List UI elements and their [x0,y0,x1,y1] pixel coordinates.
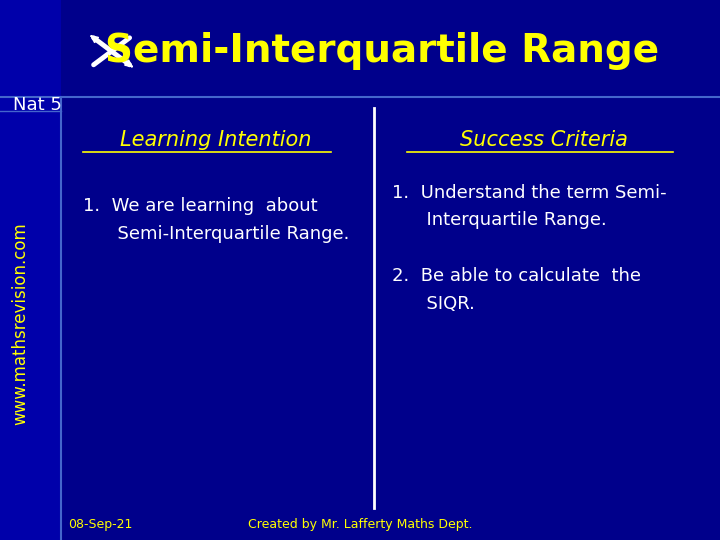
Bar [0,0,61,540]
Text: 08-Sep-21: 08-Sep-21 [68,518,132,531]
Text: www.mathsrevision.com: www.mathsrevision.com [11,222,30,426]
Text: Success Criteria: Success Criteria [459,130,628,151]
Text: 1.  We are learning  about
      Semi-Interquartile Range.: 1. We are learning about Semi-Interquart… [83,197,349,243]
Text: Created by Mr. Lafferty Maths Dept.: Created by Mr. Lafferty Maths Dept. [248,518,472,531]
Text: Nat 5: Nat 5 [13,96,62,114]
Text: 1.  Understand the term Semi-
      Interquartile Range.: 1. Understand the term Semi- Interquarti… [392,184,667,230]
Bar [0,0,720,97]
Text: 2.  Be able to calculate  the
      SIQR.: 2. Be able to calculate the SIQR. [392,267,642,313]
Text: Semi-Interquartile Range: Semi-Interquartile Range [104,32,659,70]
Text: Learning Intention: Learning Intention [120,130,312,151]
